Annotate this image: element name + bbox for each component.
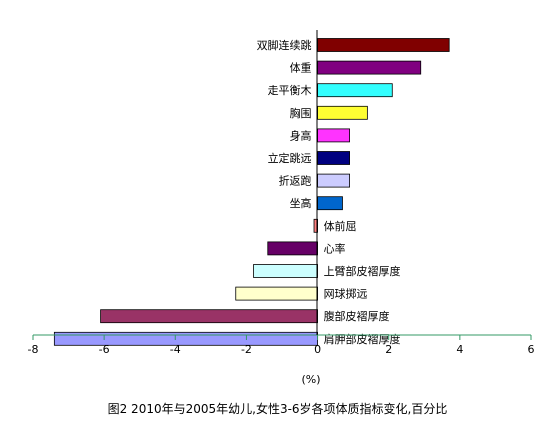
category-label-6: 折返跑 [279, 174, 312, 188]
bar-13 [53, 331, 318, 346]
bar-8 [313, 218, 318, 233]
x-axis-label: (%) [301, 373, 320, 386]
category-label-11: 网球掷远 [324, 287, 368, 301]
bar-3 [317, 105, 368, 120]
x-tick-label-0: -8 [28, 343, 39, 356]
bar-5 [317, 151, 350, 165]
x-tick-label-2: -4 [170, 343, 181, 356]
category-label-3: 胸围 [290, 106, 312, 120]
category-label-7: 坐高 [290, 196, 312, 210]
bar-9 [267, 241, 318, 256]
x-tick-label-1: -6 [99, 343, 110, 356]
category-label-2: 走平衡木 [268, 84, 312, 97]
bar-11 [235, 286, 318, 301]
x-tick-label-6: 4 [456, 343, 463, 356]
category-label-0: 双脚连续跳 [257, 38, 312, 52]
bar-0 [317, 38, 450, 52]
chart-title: 图2 2010年与2005年幼儿,女性3-6岁各项体质指标变化,百分比 [107, 402, 448, 416]
bar-12 [100, 309, 318, 324]
bar-6 [317, 173, 350, 188]
x-tick-label-3: -2 [241, 343, 252, 356]
bars-group [53, 38, 450, 346]
category-labels-group: 双脚连续跳体重走平衡木胸围身高立定跳远折返跑坐高体前屈心率上臂部皮褶厚度网球掷远… [257, 38, 401, 346]
category-label-5: 立定跳远 [268, 151, 312, 165]
x-ticks-group: -8 -6 -4 -2 0 2 4 6 [28, 335, 535, 356]
category-label-1: 体重 [290, 61, 312, 75]
bar-1 [317, 60, 422, 75]
category-label-9: 心率 [324, 241, 346, 255]
category-label-12: 腹部皮褶厚度 [324, 309, 390, 323]
bar-2 [317, 83, 393, 98]
bar-7 [317, 196, 343, 211]
category-label-4: 身高 [290, 128, 312, 142]
category-label-10: 上臂部皮褶厚度 [324, 264, 401, 278]
category-label-8: 体前屈 [324, 219, 357, 233]
x-tick-label-4: 0 [314, 343, 321, 356]
x-tick-label-7: 6 [528, 343, 535, 356]
x-tick-label-5: 2 [385, 343, 392, 356]
bar-10 [253, 264, 318, 278]
bar-4 [317, 128, 350, 143]
